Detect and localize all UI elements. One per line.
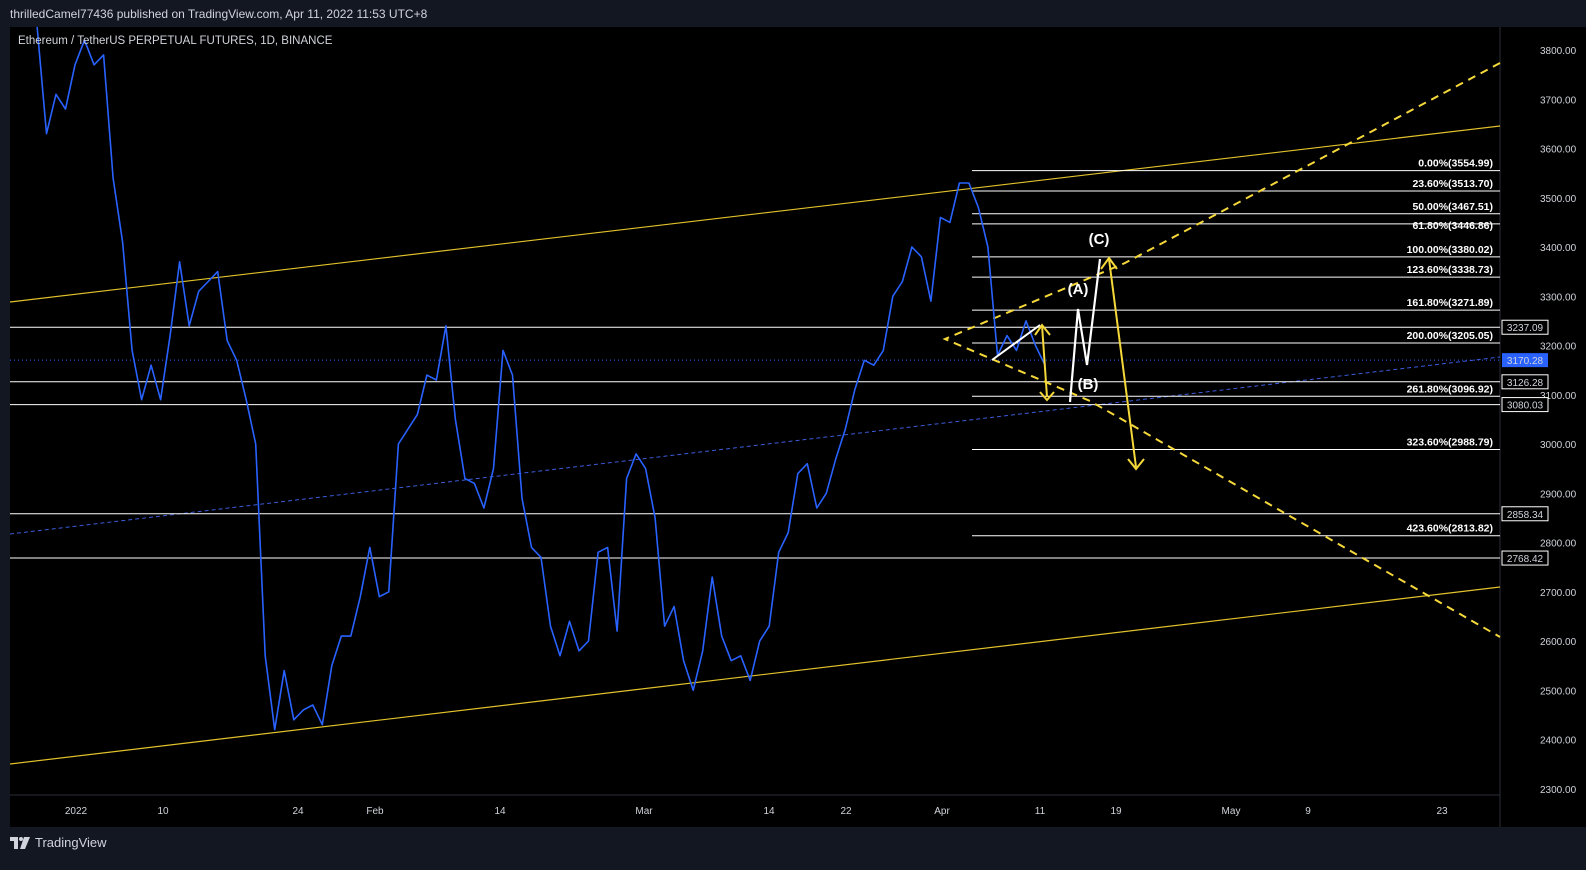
y-axis-tick-label: 2600.00: [1540, 637, 1577, 648]
y-axis-tick-label: 3600.00: [1540, 145, 1577, 156]
fib-level-label: 323.60%(2988.79): [1407, 437, 1493, 449]
wave-label-c: (C): [1089, 231, 1110, 248]
y-axis-tick-label: 2700.00: [1540, 588, 1577, 599]
tradingview-brand[interactable]: TradingView: [10, 835, 107, 850]
price-axis[interactable]: [1500, 27, 1586, 827]
price-level-badge-label: 3237.09: [1507, 323, 1544, 334]
y-axis-tick-label: 3700.00: [1540, 95, 1577, 106]
fib-level-label: 261.80%(3096.92): [1407, 383, 1493, 395]
y-axis-tick-label: 2500.00: [1540, 686, 1577, 697]
price-level-badge: [1501, 319, 1549, 335]
footer-bar: TradingView: [0, 827, 1586, 870]
x-axis-tick-label: 24: [292, 806, 304, 817]
wave-label-a: (A): [1068, 281, 1089, 298]
dashed-projection-line: [942, 62, 1501, 638]
fib-level-label: 61.80%(3446.86): [1412, 220, 1493, 232]
price-level-badge-label: 2858.34: [1507, 510, 1544, 521]
x-axis-tick-label: 9: [1305, 806, 1311, 817]
arrow-head-icon: [1127, 458, 1145, 471]
tradingview-logo-icon: [10, 836, 30, 849]
publisher-line: thrilledCamel77436 published on TradingV…: [10, 7, 428, 21]
y-axis-tick-label: 2800.00: [1540, 539, 1577, 550]
x-axis-tick-label: Apr: [934, 806, 950, 817]
fib-level-label: 123.60%(3338.73): [1407, 264, 1493, 276]
x-axis-tick-label: 19: [1110, 806, 1122, 817]
fib-level-label: 423.60%(2813.82): [1407, 523, 1493, 535]
abc-wave-line: [1068, 258, 1102, 403]
price-chart[interactable]: 0.00%(3554.99) 23.60%(3513.70) 50.00%(3467…: [10, 27, 1586, 827]
x-axis-tick-label: Mar: [635, 806, 653, 817]
symbol-title: Ethereum / TetherUS PERPETUAL FUTURES, 1…: [18, 35, 333, 47]
x-axis-tick-label: 22: [840, 806, 852, 817]
x-axis-tick-label: 11: [1035, 806, 1046, 817]
y-axis-tick-label: 3000.00: [1540, 440, 1577, 451]
price-level-badge-label: 2768.42: [1507, 554, 1544, 565]
trend-dotted-line: [10, 356, 1501, 535]
y-axis-tick-label: 3400.00: [1540, 243, 1577, 254]
x-axis-tick-label: 14: [494, 806, 506, 817]
fib-level-label: 23.60%(3513.70): [1412, 178, 1493, 190]
price-level-badge: [1501, 374, 1549, 390]
fib-level-label: 161.80%(3271.89): [1407, 297, 1493, 309]
header-bar: thrilledCamel77436 published on TradingV…: [0, 0, 1586, 27]
brand-name: TradingView: [35, 835, 107, 850]
x-axis-tick-label: Feb: [366, 806, 384, 817]
x-axis-tick-label: 10: [157, 806, 169, 817]
x-axis-tick-label: May: [1222, 806, 1241, 817]
current-price-label: 3170.28: [1507, 356, 1544, 367]
yellow-arrow-line: [1108, 258, 1137, 468]
arrow-head-icon: [1039, 391, 1055, 402]
y-axis-tick-label: 2900.00: [1540, 489, 1577, 500]
channel-lower-line: [10, 586, 1501, 765]
x-axis-tick-label: 2022: [65, 806, 88, 817]
chart-area[interactable]: Ethereum / TetherUS PERPETUAL FUTURES, 1…: [10, 27, 1586, 827]
y-axis-tick-label: 3500.00: [1540, 194, 1577, 205]
y-axis-tick-label: 2400.00: [1540, 736, 1577, 747]
fib-level-label: 100.00%(3380.02): [1407, 244, 1493, 256]
wave-line: [991, 324, 1041, 361]
x-axis-tick-label: 23: [1436, 806, 1448, 817]
y-axis-tick-label: 3100.00: [1540, 391, 1577, 402]
fib-level-label: 200.00%(3205.05): [1407, 330, 1493, 342]
wave-label-b: (B): [1078, 376, 1099, 393]
y-axis-tick-label: 3200.00: [1540, 342, 1577, 353]
price-level-badge: [1501, 550, 1549, 566]
price-level-badge: [1501, 506, 1549, 522]
arrow-head-icon: [1034, 323, 1051, 336]
yellow-arrow-line: [1041, 324, 1048, 398]
arrow-head-icon: [1100, 256, 1118, 270]
fib-level-label: 0.00%(3554.99): [1418, 158, 1493, 170]
y-axis-tick-label: 2300.00: [1540, 785, 1577, 796]
fib-level-label: 50.00%(3467.51): [1412, 201, 1493, 213]
price-series-line: [36, 27, 1046, 731]
price-level-badge-label: 3080.03: [1507, 401, 1544, 412]
y-axis-tick-label: 3800.00: [1540, 46, 1577, 57]
x-axis-tick-label: 14: [763, 806, 775, 817]
price-level-badge-label: 3126.28: [1507, 378, 1544, 389]
y-axis-tick-label: 3300.00: [1540, 292, 1577, 303]
price-level-badge: [1501, 397, 1549, 413]
current-price-badge: [1502, 353, 1548, 368]
channel-upper-line: [10, 125, 1501, 303]
